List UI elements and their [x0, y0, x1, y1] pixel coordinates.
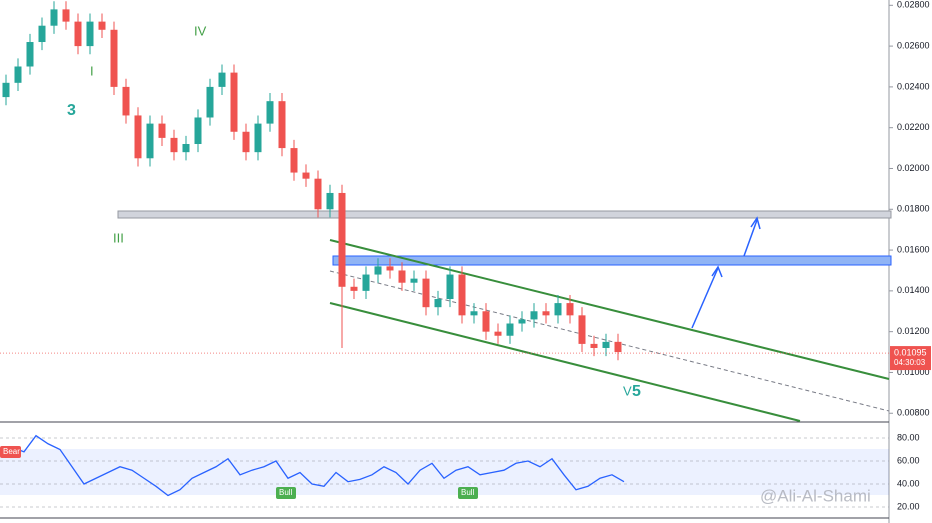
candle-body: [350, 286, 358, 291]
candle-body: [122, 86, 130, 116]
candle-body: [206, 86, 214, 118]
signal-badge: [0, 446, 21, 458]
candle-body: [434, 299, 442, 308]
candle-body: [506, 323, 514, 336]
y-tick-label: 0.02000: [897, 163, 930, 173]
resistance-zone: [117, 210, 892, 219]
y-tick-label: 0.02200: [897, 122, 930, 132]
rsi-tick-label: 20.00: [897, 501, 920, 511]
signal-label: Bear: [3, 447, 20, 456]
candle-body: [566, 303, 574, 316]
target-zone: [332, 255, 892, 266]
y-tick-label: 0.02800: [897, 0, 930, 10]
arrow-head: [711, 265, 723, 278]
y-tick-label: 0.00800: [897, 408, 930, 418]
wave-label: III: [113, 230, 124, 245]
signal-badge: [276, 487, 296, 499]
candle-body: [38, 25, 46, 43]
signal-label: Bull: [279, 488, 293, 497]
candle-body: [578, 315, 586, 344]
candle-body: [158, 123, 166, 138]
wave-label: 3: [67, 102, 76, 119]
signal-label: Bull: [461, 488, 475, 497]
candle-body: [2, 82, 10, 98]
candle-body: [482, 311, 490, 332]
wave-label: I: [90, 63, 94, 78]
y-tick-label: 0.01000: [897, 367, 930, 377]
candle-body: [458, 274, 466, 316]
arrow: [691, 267, 719, 329]
candle-body: [554, 303, 562, 316]
y-tick-label: 0.02600: [897, 40, 930, 50]
candle-body: [266, 101, 274, 124]
channel-top: [329, 239, 890, 380]
candle-body: [110, 29, 118, 87]
rsi-tick-label: 60.00: [897, 455, 920, 465]
last-price-badge: [890, 346, 931, 371]
wave-label: 5: [632, 383, 641, 400]
rsi-band: [0, 449, 889, 495]
candle-body: [590, 343, 598, 348]
channel-bottom: [329, 302, 801, 422]
rsi-tick-label: 40.00: [897, 478, 920, 488]
candle-body: [446, 274, 454, 300]
candle-body: [26, 42, 34, 67]
candle-body: [302, 172, 310, 179]
candle-body: [386, 266, 394, 271]
candle-body: [170, 137, 178, 153]
signal-badge: [458, 487, 478, 499]
arrow-head: [750, 216, 761, 230]
last-price-label: 0.01095: [894, 347, 927, 357]
countdown: 04:30:03: [894, 358, 926, 367]
wave-label: IV: [194, 23, 207, 38]
candle-body: [254, 123, 262, 153]
candle-body: [242, 131, 250, 153]
candle-body: [182, 144, 190, 153]
candle-body: [290, 148, 298, 173]
candle-body: [614, 341, 622, 353]
candle-body: [74, 21, 82, 47]
candle-body: [494, 331, 502, 336]
candle-body: [14, 66, 22, 83]
candle-body: [218, 72, 226, 87]
candle-body: [542, 311, 550, 316]
candle-body: [530, 311, 538, 320]
rsi-line: [0, 434, 625, 497]
candle-body: [86, 21, 94, 47]
candle-body: [338, 192, 346, 287]
wave-label: V: [623, 383, 632, 398]
y-tick-label: 0.01400: [897, 285, 930, 295]
watermark: @Ali-Al-Shami: [760, 486, 871, 505]
candle-body: [602, 341, 610, 348]
candle-body: [62, 9, 70, 22]
candle-body: [362, 274, 370, 291]
candle-body: [422, 278, 430, 308]
channel-mid: [329, 270, 890, 412]
candle-body: [230, 72, 238, 132]
candle-body: [194, 117, 202, 145]
rsi-tick-label: 80.00: [897, 432, 920, 442]
y-tick-label: 0.01800: [897, 204, 930, 214]
candle-body: [410, 278, 418, 283]
y-tick-label: 0.02400: [897, 81, 930, 91]
candle-body: [326, 192, 334, 210]
candle-body: [146, 123, 154, 159]
candle-body: [278, 101, 286, 149]
candle-body: [470, 311, 478, 316]
candle-body: [314, 178, 322, 210]
candle-body: [518, 319, 526, 324]
candle-body: [398, 270, 406, 283]
candle-body: [98, 21, 106, 30]
arrow: [743, 219, 758, 257]
candle-body: [374, 266, 382, 275]
y-tick-label: 0.01200: [897, 326, 930, 336]
candle-body: [50, 9, 58, 26]
y-tick-label: 0.01600: [897, 244, 930, 254]
candle-body: [134, 115, 142, 159]
